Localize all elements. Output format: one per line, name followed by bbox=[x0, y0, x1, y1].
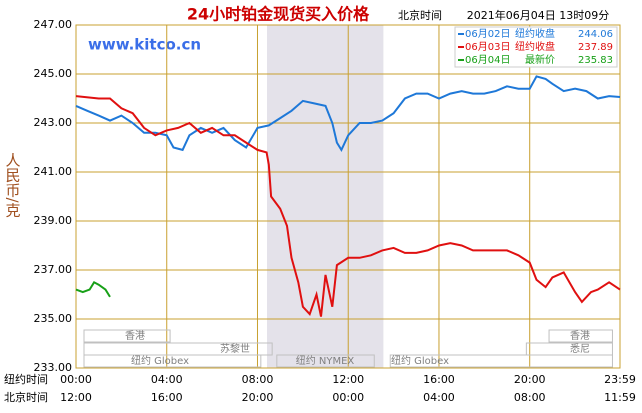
session-label: 香港 bbox=[570, 330, 590, 342]
session-label: 悉尼 bbox=[570, 343, 590, 355]
x-tick-label: 16:00 bbox=[423, 373, 455, 386]
legend-close: 237.89 bbox=[578, 42, 613, 53]
legend-box bbox=[454, 26, 618, 68]
y-tick-label: 239.00 bbox=[34, 214, 73, 227]
x-tick-label-beijing: 00:00 bbox=[332, 391, 364, 404]
session-label: 苏黎世 bbox=[220, 342, 250, 355]
x-row-label: 北京时间 bbox=[4, 390, 48, 404]
x-tick-label: 12:00 bbox=[332, 373, 364, 386]
plot-border bbox=[75, 24, 621, 369]
x-tick-label: 23:59 bbox=[604, 373, 636, 386]
session-box bbox=[525, 342, 613, 356]
timestamp: 2021年06月04日 13时09分 bbox=[467, 8, 609, 22]
session-label: 纽约 Globex bbox=[391, 354, 449, 367]
x-tick-label: 00:00 bbox=[60, 373, 92, 386]
x-row-label: 纽约时间 bbox=[4, 372, 48, 386]
x-tick-label-beijing: 04:00 bbox=[423, 391, 455, 404]
x-tick-label-beijing: 11:59 bbox=[604, 391, 636, 404]
legend-name: 06月04日 bbox=[465, 54, 510, 66]
y-tick-label: 247.00 bbox=[34, 18, 73, 31]
price-line bbox=[75, 75, 621, 153]
legend-name: 06月03日 bbox=[465, 41, 510, 53]
x-tick-label-beijing: 08:00 bbox=[514, 391, 546, 404]
session-box bbox=[83, 354, 262, 368]
y-axis-label: 人民币/克 bbox=[4, 152, 22, 218]
session-box bbox=[276, 354, 375, 368]
price-line bbox=[75, 95, 621, 317]
x-tick-label-beijing: 20:00 bbox=[242, 391, 274, 404]
y-tick-label: 245.00 bbox=[34, 67, 73, 80]
session-box bbox=[83, 329, 171, 343]
watermark: www.kitco.cn bbox=[88, 36, 201, 54]
x-tick-label: 20:00 bbox=[514, 373, 546, 386]
y-tick-label: 237.00 bbox=[34, 263, 73, 276]
y-tick-label: 243.00 bbox=[34, 116, 73, 129]
timezone-label: 北京时间 bbox=[398, 8, 442, 22]
x-tick-label: 08:00 bbox=[242, 373, 274, 386]
y-tick-label: 235.00 bbox=[34, 312, 73, 325]
legend-close: 235.83 bbox=[578, 55, 613, 66]
legend-close: 244.06 bbox=[578, 29, 613, 40]
legend-name: 06月02日 bbox=[465, 28, 510, 40]
session-box bbox=[389, 354, 613, 368]
x-tick-label: 04:00 bbox=[151, 373, 183, 386]
session-box bbox=[548, 329, 613, 343]
session-label: 纽约 Globex bbox=[131, 354, 189, 367]
y-tick-label: 241.00 bbox=[34, 165, 73, 178]
session-label: 纽约 NYMEX bbox=[296, 354, 355, 367]
x-tick-label-beijing: 12:00 bbox=[60, 391, 92, 404]
legend-note: 纽约收盘 bbox=[515, 40, 555, 53]
y-tick-label: 233.00 bbox=[34, 361, 73, 374]
session-label: 香港 bbox=[125, 330, 145, 342]
legend-note: 最新价 bbox=[525, 53, 555, 66]
x-tick-label-beijing: 16:00 bbox=[151, 391, 183, 404]
chart-title: 24小时铂金现货买入价格 bbox=[187, 5, 370, 24]
price-line bbox=[75, 280, 111, 298]
shaded-session bbox=[267, 25, 384, 368]
legend-note: 纽约收盘 bbox=[515, 27, 555, 40]
